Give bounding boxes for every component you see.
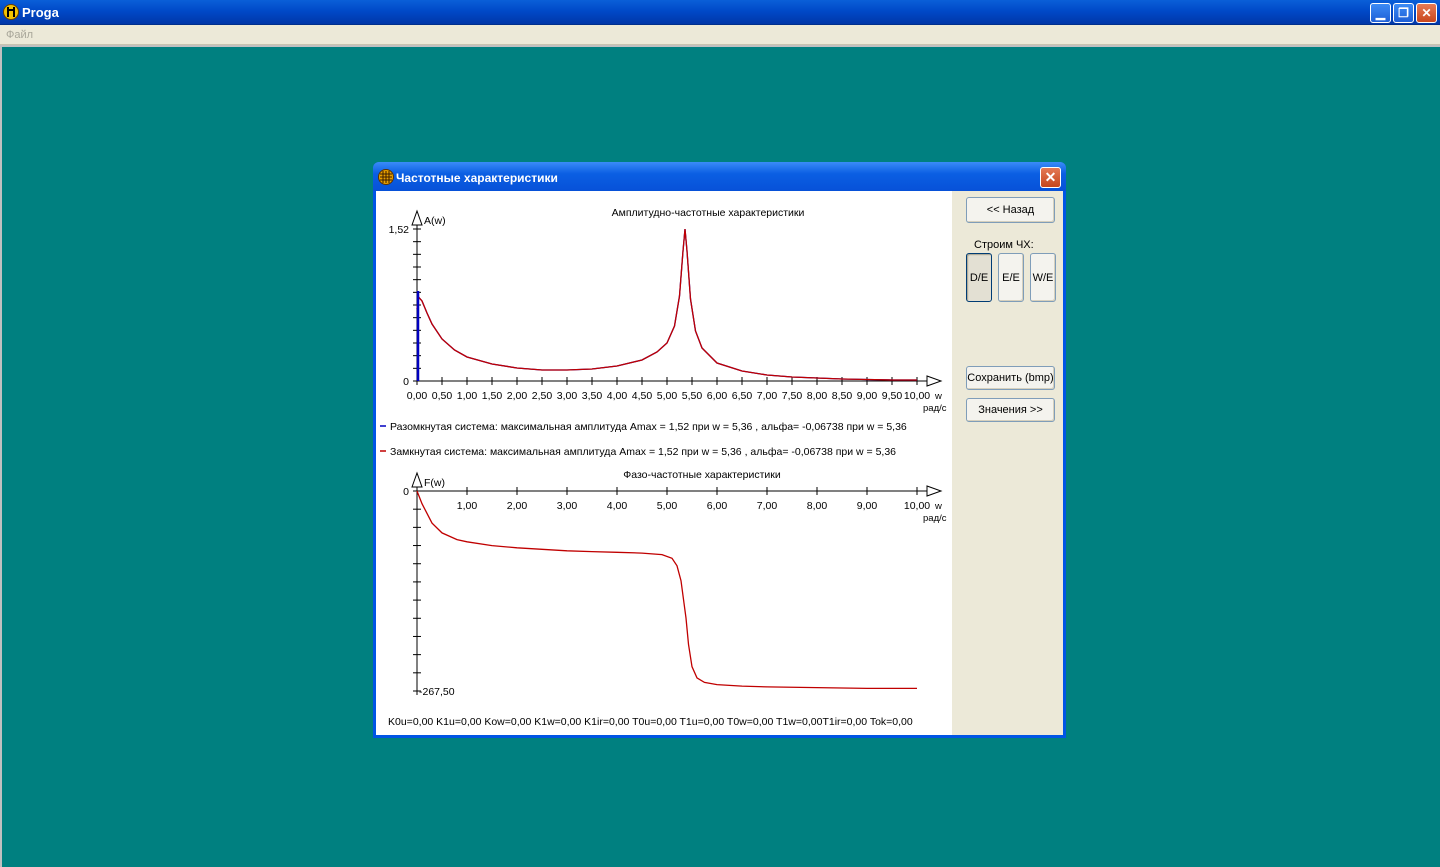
x-axis-unit: рад/с [923, 403, 947, 414]
y-tick-label: 0 [403, 376, 409, 388]
dialog-title: Частотные характеристики [396, 171, 558, 185]
close-button[interactable]: ✕ [1416, 3, 1437, 23]
x-tick-label: 2,50 [532, 390, 553, 402]
y-axis-label: A(w) [424, 215, 446, 227]
x-tick-label: 6,00 [707, 500, 728, 512]
x-tick-label: 3,00 [557, 500, 578, 512]
x-tick-label: 4,00 [607, 500, 628, 512]
legend-open: Разомкнутая система: максимальная амплит… [380, 421, 907, 433]
chart-title: Амплитудно-частотные характеристики [612, 207, 805, 219]
app-title: Proga [22, 5, 59, 20]
y-axis-arrow [411, 471, 423, 488]
mode-we-button[interactable]: W/E [1030, 253, 1056, 302]
y-axis-arrow [411, 209, 423, 226]
menubar: Файл [0, 25, 1440, 45]
frequency-plots: Амплитудно-частотные характеристики A(w) w… [380, 207, 947, 728]
save-bmp-button[interactable]: Сохранить (bmp) [966, 366, 1055, 390]
legend-closed: Замкнутая система: максимальная амплитуд… [380, 446, 896, 458]
x-tick-label: 0,00 [407, 390, 428, 402]
dialog-titlebar[interactable]: Частотные характеристики ✕ [373, 162, 1066, 191]
x-tick-label: 2,00 [507, 390, 528, 402]
x-tick-label: 7,00 [757, 500, 778, 512]
x-tick-label: 8,00 [807, 390, 828, 402]
x-tick-label: 8,50 [832, 390, 853, 402]
x-tick-label: 4,00 [607, 390, 628, 402]
grid-icon [378, 169, 394, 185]
series-line-open [416, 228, 917, 381]
amplitude-chart: Амплитудно-частотные характеристики A(w) w… [389, 207, 947, 414]
y-tick-label: 1,52 [389, 224, 410, 236]
x-tick-label: 9,00 [857, 500, 878, 512]
values-button[interactable]: Значения >> [966, 398, 1055, 422]
x-tick-label: 7,00 [757, 390, 778, 402]
mode-ee-button[interactable]: E/E [998, 253, 1024, 302]
y-axis-label: F(w) [424, 477, 445, 489]
x-tick-label: 6,00 [707, 390, 728, 402]
menu-file[interactable]: Файл [6, 29, 34, 41]
x-tick-label: 1,00 [457, 500, 478, 512]
x-tick-label: 9,50 [882, 390, 903, 402]
mode-de-button[interactable]: D/E [966, 253, 992, 302]
x-tick-label: 7,50 [782, 390, 803, 402]
restore-button[interactable]: ❐ [1393, 3, 1414, 23]
series-line-closed [416, 228, 917, 381]
x-tick-label: 1,50 [482, 390, 503, 402]
x-tick-label: 5,00 [657, 500, 678, 512]
x-tick-label: 6,50 [732, 390, 753, 402]
chart-title: Фазо-частотные характеристики [623, 469, 781, 481]
x-axis-label: w [934, 391, 942, 402]
x-tick-label: 5,00 [657, 390, 678, 402]
x-tick-label: 1,00 [457, 390, 478, 402]
x-axis-unit: рад/с [923, 513, 947, 524]
main-titlebar: Proga ▁ ❐ ✕ [0, 0, 1440, 25]
series-line-closed [416, 490, 917, 690]
x-axis-arrow [926, 485, 943, 497]
x-tick-label: 9,00 [857, 390, 878, 402]
app-icon [3, 4, 19, 20]
frequency-dialog: Частотные характеристики ✕ Амплитудно-ча… [373, 162, 1066, 738]
x-axis-arrow [926, 375, 943, 387]
legend-open-text: Разомкнутая система: максимальная амплит… [390, 421, 907, 433]
minimize-button[interactable]: ▁ [1370, 3, 1391, 23]
y-tick-label: -267,50 [419, 686, 455, 698]
chart-canvas: Амплитудно-частотные характеристики A(w) w… [376, 191, 952, 735]
legend-closed-text: Замкнутая система: максимальная амплитуд… [390, 446, 896, 458]
x-tick-label: 3,00 [557, 390, 578, 402]
x-tick-label: 2,00 [507, 500, 528, 512]
x-tick-label: 4,50 [632, 390, 653, 402]
dialog-close-button[interactable]: ✕ [1040, 167, 1061, 188]
x-tick-label: 10,00 [904, 390, 930, 402]
back-button[interactable]: << Назад [966, 197, 1055, 223]
dialog-body: Амплитудно-частотные характеристики A(w) w… [376, 191, 1063, 735]
x-tick-label: 3,50 [582, 390, 603, 402]
x-axis-label: w [934, 501, 942, 512]
plot-mode-label: Строим ЧХ: [974, 239, 1034, 251]
x-tick-label: 10,00 [904, 500, 930, 512]
y-tick-label: 0 [403, 486, 409, 498]
parameters-footer: K0u=0,00 K1u=0,00 Kow=0,00 K1w=0,00 K1ir… [388, 716, 913, 728]
x-tick-label: 0,50 [432, 390, 453, 402]
x-tick-label: 5,50 [682, 390, 703, 402]
x-tick-label: 8,00 [807, 500, 828, 512]
